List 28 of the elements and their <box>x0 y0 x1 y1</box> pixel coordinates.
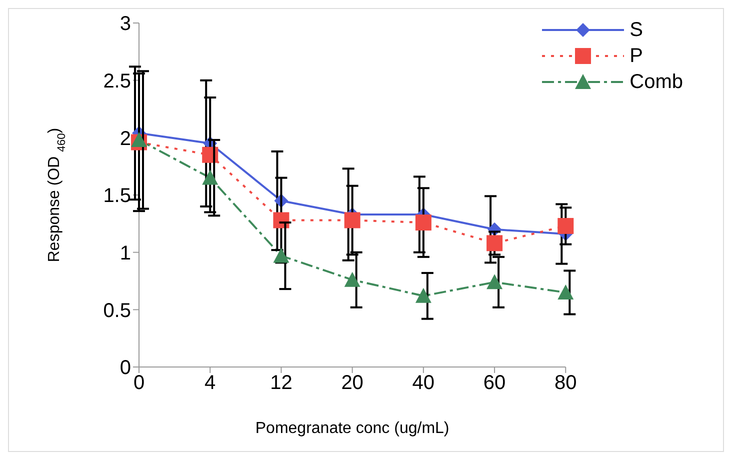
legend-label: S <box>630 18 643 42</box>
point <box>486 235 503 252</box>
y-tick-label: 0 <box>120 357 131 380</box>
legend-label: Comb <box>630 70 683 94</box>
point <box>344 212 360 228</box>
point <box>131 132 147 147</box>
y-tick-label: 2 <box>120 128 131 150</box>
x-tick-label: 20 <box>341 372 364 394</box>
x-tick-label: 40 <box>412 372 435 394</box>
point <box>558 284 574 300</box>
point <box>273 248 290 263</box>
point <box>486 274 503 290</box>
y-tick-label: 0.5 <box>103 300 131 322</box>
x-axis-title: Pomegranate conc (ug/mL) <box>255 420 450 437</box>
point <box>415 288 432 303</box>
point <box>558 218 574 234</box>
legend-label: P <box>630 44 643 68</box>
x-tick-label: 4 <box>204 372 216 394</box>
y-tick-label: 3 <box>120 13 131 36</box>
x-tick-label: 60 <box>483 372 506 394</box>
y-tick-label: 1 <box>120 242 131 264</box>
point <box>415 214 432 231</box>
x-tick-label: 80 <box>554 372 577 394</box>
x-tick-label: 12 <box>270 372 292 394</box>
y-tick-label: 1.5 <box>103 185 131 208</box>
y-tick-label: 2.5 <box>103 70 131 92</box>
point <box>344 272 360 287</box>
point <box>202 170 218 185</box>
